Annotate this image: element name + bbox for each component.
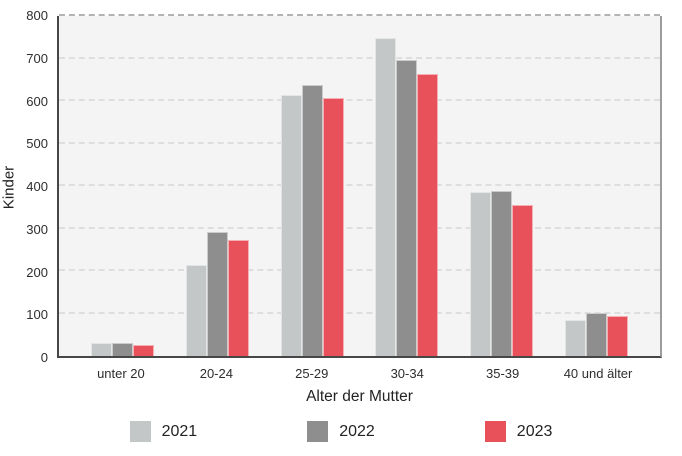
y-tick-400: 400	[26, 179, 48, 194]
y-tick-100: 100	[26, 307, 48, 323]
legend-label-2023: 2023	[516, 422, 553, 440]
y-tick-700: 700	[26, 50, 48, 66]
y-tick-0: 0	[40, 350, 48, 365]
bar-2023-35-39	[512, 205, 534, 356]
gridline-400	[59, 184, 660, 186]
gridline-700	[59, 56, 660, 59]
bar-2021-unter-20	[90, 343, 112, 356]
bar-group-35-39	[470, 191, 534, 356]
gridline-200	[59, 269, 660, 271]
y-tick-600: 600	[26, 93, 48, 109]
legend: 2021 2022 2023	[0, 421, 682, 442]
y-axis-title: Kinder	[0, 165, 18, 210]
x-tick-30-34: 30-34	[390, 366, 424, 381]
bar-group-30-34	[375, 37, 439, 356]
bar-2023-25-29	[322, 98, 344, 356]
bar-2022-25-29	[301, 84, 323, 356]
legend-swatch-2021	[129, 421, 151, 442]
bar-group-40-und-lter	[565, 313, 629, 356]
x-axis-title: Alter der Mutter	[306, 388, 413, 405]
legend-item-2022: 2022	[307, 421, 375, 442]
bar-2022-30-34	[396, 59, 418, 356]
legend-swatch-2023	[484, 421, 506, 442]
bar-2021-30-34	[375, 37, 397, 356]
y-tick-300: 300	[26, 221, 48, 237]
bar-2023-30-34	[417, 73, 439, 356]
bar-2023-unter-20	[132, 344, 154, 356]
bar-2022-40-und-lter	[586, 313, 608, 356]
bar-group-25-29	[280, 84, 344, 356]
bar-2023-20-24	[227, 239, 249, 356]
legend-item-2023: 2023	[484, 421, 553, 442]
bar-2022-unter-20	[111, 343, 133, 356]
x-tick-35-39: 35-39	[485, 366, 520, 381]
y-tick-800: 800	[26, 8, 48, 23]
bar-2021-40-und-lter	[565, 319, 587, 356]
bar-2023-40-und-lter	[607, 316, 629, 356]
bar-group-unter-20	[90, 343, 154, 356]
bars-layer	[59, 16, 660, 356]
y-tick-500: 500	[26, 136, 48, 152]
bar-2021-25-29	[280, 94, 302, 356]
plot-area	[57, 14, 662, 358]
x-tick-25-29: 25-29	[295, 366, 329, 381]
y-tick-200: 200	[26, 264, 48, 280]
gridline-500	[59, 141, 660, 144]
gridline-800	[59, 14, 660, 16]
legend-swatch-2022	[307, 421, 329, 442]
x-tick-40-und-lter: 40 und älter	[563, 366, 633, 381]
bar-2022-20-24	[206, 232, 228, 356]
legend-label-2022: 2022	[339, 422, 375, 440]
gridline-600	[59, 99, 660, 101]
bar-group-20-24	[185, 232, 249, 356]
legend-item-2021: 2021	[129, 421, 198, 442]
y-axis-tick-labels: 0 100 200 300 400 500 600 700 800	[0, 0, 48, 456]
gridline-100	[59, 311, 660, 314]
x-tick-unter-20: unter 20	[97, 366, 145, 381]
legend-label-2021: 2021	[161, 422, 198, 440]
gridline-300	[59, 226, 660, 229]
bar-2021-35-39	[470, 192, 492, 356]
bar-2021-20-24	[185, 264, 207, 356]
x-axis-tick-labels: unter 20 20-24 25-29 30-34 35-39 40 und älter	[57, 366, 662, 381]
bar-2022-35-39	[491, 191, 513, 356]
x-tick-20-24: 20-24	[199, 366, 233, 381]
